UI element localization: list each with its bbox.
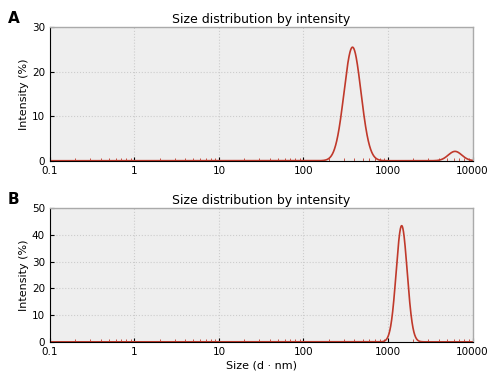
Title: Size distribution by intensity: Size distribution by intensity <box>172 13 350 26</box>
Text: B: B <box>8 192 19 207</box>
Text: A: A <box>8 11 20 26</box>
Y-axis label: Intensity (%): Intensity (%) <box>19 240 29 311</box>
X-axis label: Size (d · nm): Size (d · nm) <box>226 361 296 371</box>
Y-axis label: Intensity (%): Intensity (%) <box>19 58 29 129</box>
Title: Size distribution by intensity: Size distribution by intensity <box>172 194 350 207</box>
